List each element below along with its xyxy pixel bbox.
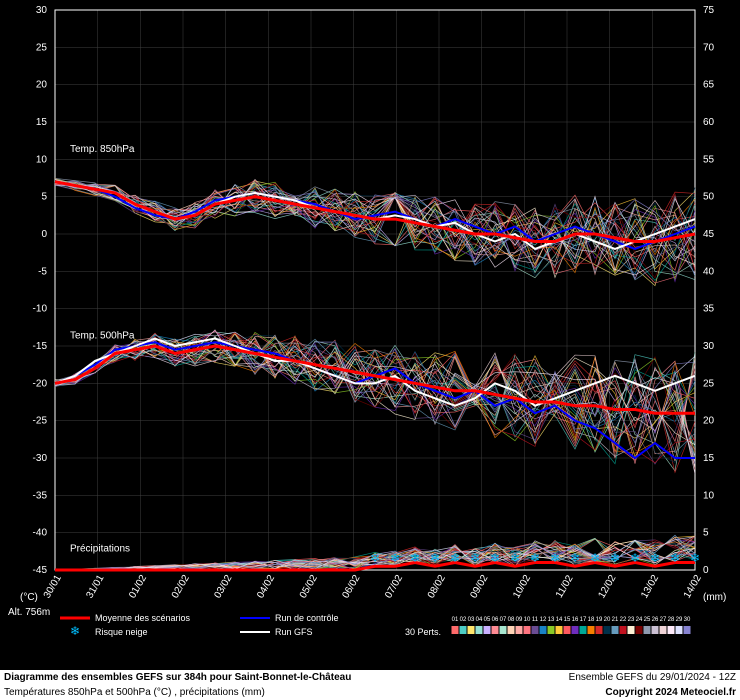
svg-text:60: 60 (703, 117, 715, 128)
svg-text:❄: ❄ (510, 551, 520, 565)
svg-text:04: 04 (476, 617, 483, 623)
svg-text:03: 03 (468, 617, 475, 623)
chart-subtitle: Températures 850hPa et 500hPa (°C) , pré… (4, 687, 265, 698)
svg-text:30: 30 (684, 617, 691, 623)
svg-text:5: 5 (703, 528, 709, 539)
svg-text:16: 16 (572, 617, 579, 623)
svg-text:-35: -35 (33, 490, 48, 501)
svg-text:11: 11 (532, 617, 539, 623)
svg-text:❄: ❄ (450, 551, 460, 565)
svg-text:❄: ❄ (570, 551, 580, 565)
svg-text:06: 06 (492, 617, 499, 623)
svg-text:08: 08 (508, 617, 515, 623)
svg-text:20: 20 (703, 416, 715, 427)
svg-text:❄: ❄ (530, 551, 540, 565)
svg-text:-5: -5 (38, 266, 47, 277)
svg-text:Temp. 850hPa: Temp. 850hPa (70, 144, 135, 155)
svg-text:20: 20 (36, 80, 48, 91)
copyright: Copyright 2024 Meteociel.fr (605, 687, 736, 698)
svg-text:Temp. 500hPa: Temp. 500hPa (70, 331, 135, 342)
svg-text:24: 24 (636, 617, 643, 623)
svg-text:-30: -30 (33, 453, 48, 464)
svg-text:10: 10 (703, 490, 715, 501)
svg-text:12: 12 (540, 617, 547, 623)
svg-text:22: 22 (620, 617, 627, 623)
svg-text:❄: ❄ (590, 551, 600, 565)
svg-text:75: 75 (703, 5, 715, 16)
svg-text:15: 15 (703, 453, 715, 464)
chart-container: 302520151050-5-10-15-20-25-30-35-40-4575… (0, 0, 740, 700)
svg-text:20: 20 (604, 617, 611, 623)
svg-text:-10: -10 (33, 304, 48, 315)
svg-text:30: 30 (703, 341, 715, 352)
svg-text:❄: ❄ (670, 551, 680, 565)
svg-text:Alt. 756m: Alt. 756m (8, 607, 50, 618)
svg-text:01: 01 (452, 617, 459, 623)
svg-text:10: 10 (36, 154, 48, 165)
svg-text:-40: -40 (33, 528, 48, 539)
svg-text:28: 28 (668, 617, 675, 623)
svg-text:❄: ❄ (370, 551, 380, 565)
svg-text:15: 15 (564, 617, 571, 623)
svg-text:02: 02 (460, 617, 467, 623)
svg-text:❄: ❄ (410, 551, 420, 565)
svg-text:29: 29 (676, 617, 683, 623)
svg-text:10: 10 (524, 617, 531, 623)
svg-text:09: 09 (516, 617, 523, 623)
svg-text:05: 05 (484, 617, 491, 623)
ensemble-chart: 302520151050-5-10-15-20-25-30-35-40-4575… (0, 0, 740, 670)
svg-text:13: 13 (548, 617, 555, 623)
svg-text:Moyenne des scénarios: Moyenne des scénarios (95, 613, 191, 623)
svg-text:❄: ❄ (690, 551, 700, 565)
svg-text:25: 25 (644, 617, 651, 623)
svg-text:15: 15 (36, 117, 48, 128)
svg-text:❄: ❄ (430, 551, 440, 565)
svg-text:50: 50 (703, 192, 715, 203)
svg-text:35: 35 (703, 304, 715, 315)
svg-text:❄: ❄ (490, 551, 500, 565)
svg-text:55: 55 (703, 154, 715, 165)
svg-text:❄: ❄ (470, 551, 480, 565)
svg-text:26: 26 (652, 617, 659, 623)
svg-text:-15: -15 (33, 341, 48, 352)
svg-text:07: 07 (500, 617, 507, 623)
svg-text:65: 65 (703, 80, 715, 91)
footer: Diagramme des ensembles GEFS sur 384h po… (0, 670, 740, 700)
svg-text:❄: ❄ (610, 551, 620, 565)
svg-text:23: 23 (628, 617, 635, 623)
svg-text:❄: ❄ (630, 551, 640, 565)
svg-text:27: 27 (660, 617, 667, 623)
run-info: Ensemble GEFS du 29/01/2024 - 12Z (569, 672, 736, 683)
svg-text:25: 25 (703, 378, 715, 389)
svg-text:21: 21 (612, 617, 619, 623)
chart-title: Diagramme des ensembles GEFS sur 384h po… (4, 672, 351, 683)
svg-text:❄: ❄ (550, 551, 560, 565)
svg-text:45: 45 (703, 229, 715, 240)
svg-text:(mm): (mm) (703, 592, 726, 603)
svg-text:(°C): (°C) (20, 592, 38, 603)
svg-text:25: 25 (36, 42, 48, 53)
svg-text:0: 0 (41, 229, 47, 240)
svg-text:30: 30 (36, 5, 48, 16)
svg-text:❄: ❄ (70, 624, 80, 638)
svg-text:14: 14 (556, 617, 563, 623)
svg-text:❄: ❄ (650, 551, 660, 565)
svg-text:19: 19 (596, 617, 603, 623)
svg-text:-25: -25 (33, 416, 48, 427)
svg-text:18: 18 (588, 617, 595, 623)
svg-text:Risque neige: Risque neige (95, 627, 148, 637)
svg-text:-45: -45 (33, 565, 48, 576)
svg-text:0: 0 (703, 565, 709, 576)
svg-text:17: 17 (580, 617, 587, 623)
svg-text:5: 5 (41, 192, 47, 203)
svg-text:Run de contrôle: Run de contrôle (275, 613, 339, 623)
svg-text:Précipitations: Précipitations (70, 543, 130, 554)
svg-text:70: 70 (703, 42, 715, 53)
svg-text:Run GFS: Run GFS (275, 627, 313, 637)
svg-text:30 Perts.: 30 Perts. (405, 627, 441, 637)
svg-text:❄: ❄ (390, 551, 400, 565)
svg-text:40: 40 (703, 266, 715, 277)
svg-text:-20: -20 (33, 378, 48, 389)
